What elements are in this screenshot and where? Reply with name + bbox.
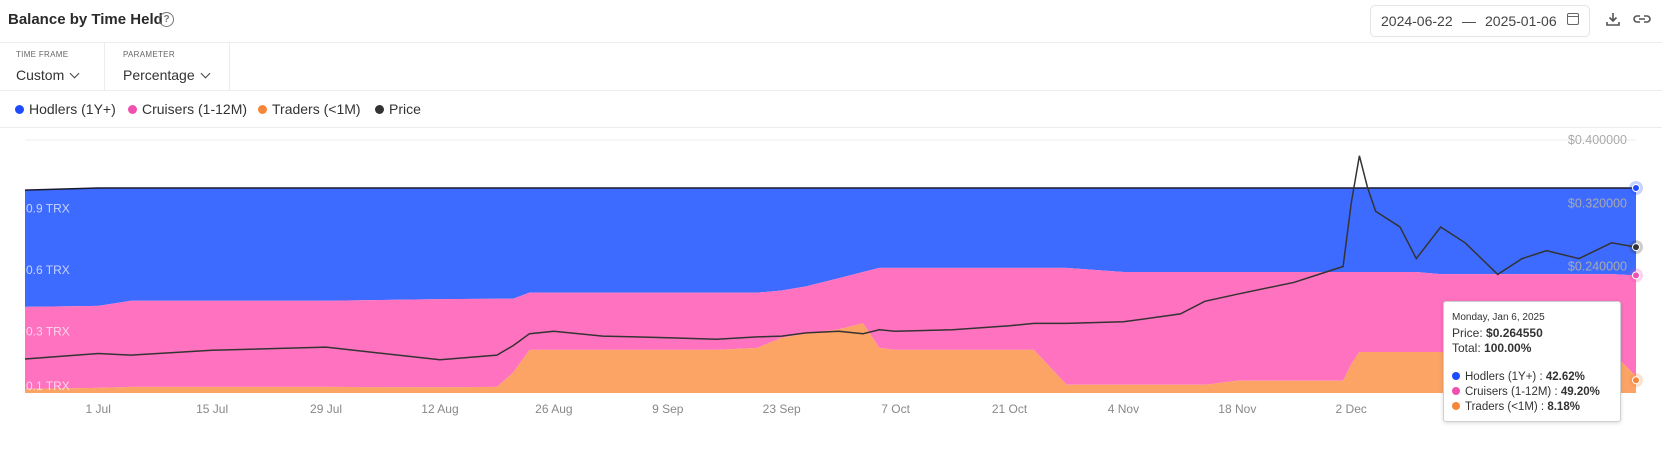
time-frame-select[interactable]: TIME FRAME Custom xyxy=(0,42,105,90)
legend-label: Price xyxy=(389,101,421,117)
legend-item-hodlers[interactable]: Hodlers (1Y+) xyxy=(15,101,116,117)
x-tick-label: 26 Aug xyxy=(535,402,572,416)
marker-cruisers xyxy=(1632,271,1640,280)
legend-label: Hodlers (1Y+) xyxy=(29,101,116,117)
legend-dot xyxy=(375,105,384,114)
download-icon[interactable] xyxy=(1604,10,1622,28)
tooltip-date: Monday, Jan 6, 2025 xyxy=(1452,312,1545,323)
area-hodlers xyxy=(25,188,1636,307)
marker-price xyxy=(1632,243,1640,252)
balance-chart[interactable]: 0.1 TRX 0.3 TRX 0.6 TRX 0.9 TRX $0.240000 $0.… xyxy=(0,128,1662,457)
legend-item-price[interactable]: Price xyxy=(375,101,421,117)
marker-hodlers xyxy=(1632,184,1640,192)
x-tick-label: 21 Oct xyxy=(992,402,1028,416)
question-circle-icon[interactable]: ? xyxy=(159,12,174,27)
legend-dot xyxy=(128,105,137,114)
parameter-select[interactable]: PARAMETER Percentage xyxy=(105,42,230,90)
price-line xyxy=(24,155,1637,361)
tooltip-row-hodlers: Hodlers (1Y+) : 42.62% xyxy=(1452,371,1585,383)
x-tick-label: 12 Aug xyxy=(421,402,458,416)
tooltip-dot xyxy=(1452,372,1460,380)
date-range-picker[interactable]: 2024-06-22 — 2025-01-06 xyxy=(1370,5,1590,37)
area-traders xyxy=(25,323,1636,393)
link-icon[interactable] xyxy=(1632,10,1652,28)
y-left-tick-label: 0.1 TRX xyxy=(26,379,70,393)
legend-item-traders[interactable]: Traders (<1M) xyxy=(258,101,361,117)
tooltip-total: Total: 100.00% xyxy=(1452,341,1532,355)
date-end: 2025-01-06 xyxy=(1485,13,1557,29)
x-tick-label: 18 Nov xyxy=(1218,402,1256,416)
time-frame-value: Custom xyxy=(16,67,65,83)
date-start: 2024-06-22 xyxy=(1381,13,1453,29)
chart-title: Balance by Time Held xyxy=(8,11,163,28)
chart-legend: Hodlers (1Y+) Cruisers (1-12M) Traders (… xyxy=(0,91,1662,128)
x-tick-label: 23 Sep xyxy=(763,402,801,416)
chart-tooltip: Monday, Jan 6, 2025 Price: $0.264550 Tot… xyxy=(1443,301,1621,422)
chart-controls: TIME FRAME Custom PARAMETER Percentage xyxy=(0,42,1662,91)
y-left-tick-label: 0.3 TRX xyxy=(26,325,70,339)
tooltip-dot xyxy=(1452,402,1460,410)
tooltip-price: Price: $0.264550 xyxy=(1452,326,1543,340)
y-right-tick-label: $0.400000 xyxy=(1568,133,1627,147)
calendar-icon[interactable] xyxy=(1567,13,1579,25)
tooltip-dot xyxy=(1452,387,1460,395)
x-tick-label: 1 Jul xyxy=(86,402,111,416)
y-right-tick-label: $0.240000 xyxy=(1568,260,1627,274)
chevron-down-icon xyxy=(69,68,80,79)
tooltip-row-cruisers: Cruisers (1-12M) : 49.20% xyxy=(1452,386,1600,398)
x-tick-label: 9 Sep xyxy=(652,402,684,416)
x-tick-label: 2 Dec xyxy=(1336,402,1367,416)
area-top-line xyxy=(24,187,1636,191)
y-left-tick-label: 0.9 TRX xyxy=(26,202,70,216)
x-tick-label: 15 Jul xyxy=(196,402,228,416)
x-tick-label: 7 Oct xyxy=(881,402,910,416)
parameter-value: Percentage xyxy=(123,67,195,83)
legend-dot xyxy=(258,105,267,114)
tooltip-row-traders: Traders (<1M) : 8.18% xyxy=(1452,401,1580,413)
y-right-tick-label: $0.320000 xyxy=(1568,196,1627,210)
chevron-down-icon xyxy=(200,68,211,79)
parameter-label: PARAMETER xyxy=(123,50,175,59)
y-left-tick-label: 0.6 TRX xyxy=(26,263,70,277)
x-tick-label: 29 Jul xyxy=(310,402,342,416)
marker-traders xyxy=(1632,376,1640,385)
date-separator: — xyxy=(1462,13,1476,29)
time-frame-label: TIME FRAME xyxy=(16,50,69,59)
legend-label: Traders (<1M) xyxy=(272,101,361,117)
chart-header: Balance by Time Held ? 2024-06-22 — 2025… xyxy=(0,0,1662,43)
legend-item-cruisers[interactable]: Cruisers (1-12M) xyxy=(128,101,247,117)
legend-dot xyxy=(15,105,24,114)
legend-label: Cruisers (1-12M) xyxy=(142,101,248,117)
x-tick-label: 4 Nov xyxy=(1108,402,1139,416)
